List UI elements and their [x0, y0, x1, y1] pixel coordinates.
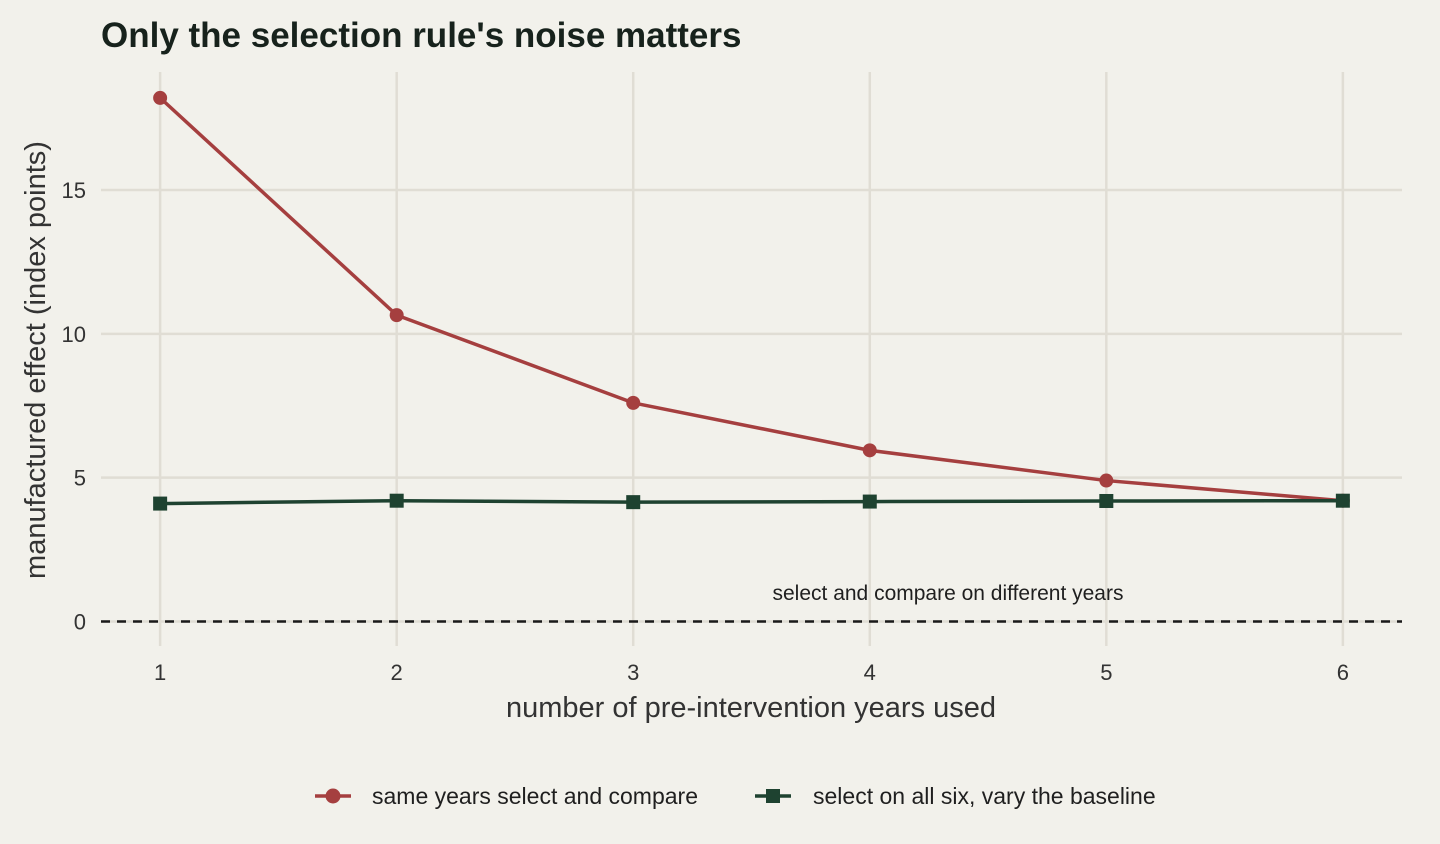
x-tick-label: 1	[154, 660, 166, 685]
data-point	[153, 90, 168, 105]
data-point	[1335, 493, 1350, 508]
legend: same years select and compare select on …	[315, 783, 1156, 809]
x-tick-label: 2	[391, 660, 403, 685]
legend-label-series-1: select on all six, vary the baseline	[813, 783, 1156, 809]
data-point	[862, 443, 877, 458]
chart-title: Only the selection rule's noise matters	[101, 16, 741, 55]
y-axis-title: manufactured effect (index points)	[20, 141, 52, 579]
series-line-0	[158, 96, 1345, 503]
x-tick-label: 4	[864, 660, 876, 685]
grid	[101, 72, 1402, 646]
legend-swatch-marker-1	[766, 789, 780, 803]
reference-line-label: select and compare on different years	[773, 582, 1124, 605]
legend-swatch-marker-0	[325, 788, 341, 804]
tick-labels: 1 2 3 4 5 6 0 5 10 15	[62, 178, 1349, 685]
data-point	[1099, 473, 1114, 488]
data-point	[389, 493, 404, 508]
x-tick-label: 3	[627, 660, 639, 685]
y-tick-label: 15	[62, 178, 86, 203]
series-line-1	[158, 498, 1345, 506]
data-point	[1099, 493, 1114, 508]
y-tick-label: 5	[74, 466, 86, 491]
data-point	[862, 494, 877, 509]
data-point	[626, 395, 641, 410]
y-tick-label: 0	[74, 610, 86, 635]
legend-label-series-0: same years select and compare	[372, 783, 698, 809]
data-point	[626, 495, 641, 510]
data-point	[389, 308, 404, 323]
y-tick-label: 10	[62, 322, 86, 347]
x-axis-title: number of pre-intervention years used	[506, 692, 996, 724]
x-tick-label: 6	[1337, 660, 1349, 685]
x-tick-label: 5	[1100, 660, 1112, 685]
series-group	[153, 90, 1350, 511]
data-point	[153, 496, 168, 511]
